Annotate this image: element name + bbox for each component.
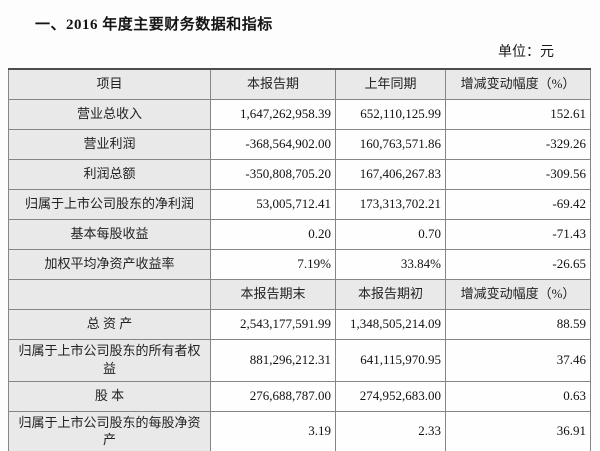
header-current-period: 本报告期	[210, 68, 336, 100]
header-change-pct: 增减变动幅度（%）	[445, 68, 591, 100]
value-change: -309.56	[445, 158, 591, 190]
value-current: 3.19	[210, 410, 336, 451]
value-current: 7.19%	[210, 248, 336, 280]
value-change: 0.63	[445, 380, 591, 412]
subheader-change-pct: 增减变动幅度（%）	[445, 278, 591, 310]
value-prior: 0.70	[335, 218, 446, 250]
value-prior: 33.84%	[335, 248, 446, 280]
row-label: 加权平均净资产收益率	[8, 248, 211, 280]
subheader-period-end: 本报告期末	[210, 278, 336, 310]
value-current: 53,005,712.41	[210, 188, 336, 220]
value-current: -350,808,705.20	[210, 158, 336, 190]
table-row: 总 资 产 2,543,177,591.99 1,348,505,214.09 …	[8, 308, 591, 340]
subheader-empty	[8, 278, 211, 310]
table-row: 基本每股收益 0.20 0.70 -71.43	[8, 218, 591, 250]
table-row: 股 本 276,688,787.00 274,952,683.00 0.63	[8, 380, 591, 412]
table-row: 营业利润 -368,564,902.00 160,763,571.86 -329…	[8, 128, 591, 160]
table-row: 加权平均净资产收益率 7.19% 33.84% -26.65	[8, 248, 591, 280]
table-row: 营业总收入 1,647,262,958.39 652,110,125.99 15…	[8, 98, 591, 130]
value-prior: 2.33	[335, 410, 446, 451]
value-change: -71.43	[445, 218, 591, 250]
value-prior: 641,115,970.95	[335, 338, 446, 382]
row-label: 归属于上市公司股东的每股净资产	[8, 410, 211, 451]
value-prior: 160,763,571.86	[335, 128, 446, 160]
unit-label: 单位：元	[498, 45, 554, 60]
value-change: -329.26	[445, 128, 591, 160]
value-current: 2,543,177,591.99	[210, 308, 336, 340]
value-prior: 167,406,267.83	[335, 158, 446, 190]
row-label: 营业利润	[8, 128, 211, 160]
row-label: 总 资 产	[8, 308, 211, 340]
value-prior: 652,110,125.99	[335, 98, 446, 130]
subheader-period-begin: 本报告期初	[335, 278, 446, 310]
header-item: 项目	[8, 68, 211, 100]
table-row: 利润总额 -350,808,705.20 167,406,267.83 -309…	[8, 158, 591, 190]
value-change: 36.91	[445, 410, 591, 451]
value-prior: 173,313,702.21	[335, 188, 446, 220]
value-change: -26.65	[445, 248, 591, 280]
value-change: 88.59	[445, 308, 591, 340]
section-title: 一、2016 年度主要财务数据和指标	[35, 17, 273, 33]
value-current: 0.20	[210, 218, 336, 250]
financial-table: 项目 本报告期 上年同期 增减变动幅度（%） 营业总收入 1,647,262,9…	[8, 68, 591, 451]
table-subheader-row: 本报告期末 本报告期初 增减变动幅度（%）	[8, 278, 591, 310]
row-label: 利润总额	[8, 158, 211, 190]
value-change: 152.61	[445, 98, 591, 130]
table-row: 归属于上市公司股东的所有者权益 881,296,212.31 641,115,9…	[8, 338, 591, 382]
value-prior: 1,348,505,214.09	[335, 308, 446, 340]
row-label: 基本每股收益	[8, 218, 211, 250]
row-label: 归属于上市公司股东的净利润	[8, 188, 211, 220]
table-header-row: 项目 本报告期 上年同期 增减变动幅度（%）	[8, 68, 591, 100]
value-change: -69.42	[445, 188, 591, 220]
table-row: 归属于上市公司股东的净利润 53,005,712.41 173,313,702.…	[8, 188, 591, 220]
row-label: 股 本	[8, 380, 211, 412]
value-current: -368,564,902.00	[210, 128, 336, 160]
table-row: 归属于上市公司股东的每股净资产 3.19 2.33 36.91	[8, 410, 591, 451]
value-current: 276,688,787.00	[210, 380, 336, 412]
value-current: 1,647,262,958.39	[210, 98, 336, 130]
value-prior: 274,952,683.00	[335, 380, 446, 412]
value-current: 881,296,212.31	[210, 338, 336, 382]
header-prior-period: 上年同期	[335, 68, 446, 100]
value-change: 37.46	[445, 338, 591, 382]
row-label: 归属于上市公司股东的所有者权益	[8, 338, 211, 382]
row-label: 营业总收入	[8, 98, 211, 130]
